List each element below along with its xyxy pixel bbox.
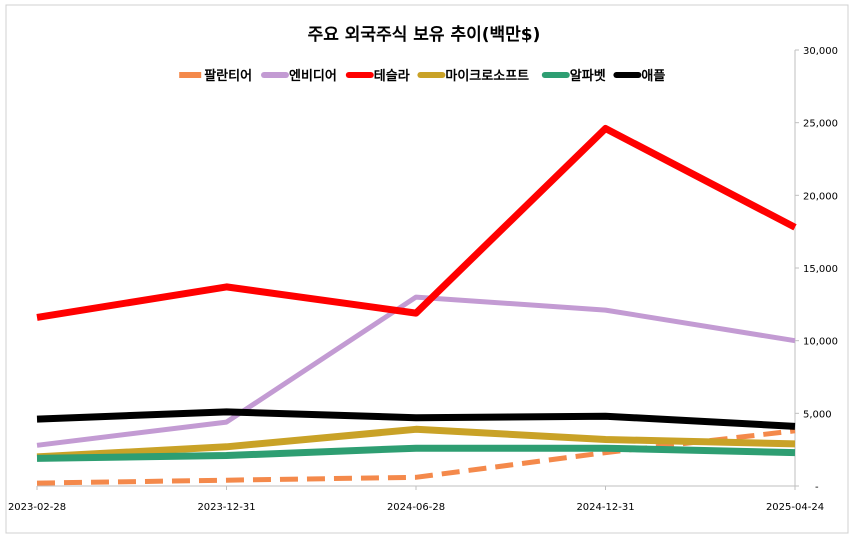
series-line-마이크로소프트: [36, 425, 796, 461]
series-line-애플: [36, 408, 796, 430]
y-tick-label: 10,000: [803, 337, 838, 348]
y-tick-label: 30,000: [803, 46, 838, 57]
y-tick-label: 5,000: [803, 409, 832, 420]
y-tick-label: 25,000: [803, 119, 838, 130]
legend-item: 테슬라: [345, 68, 410, 84]
axes: - 5,000 10,000 15,000 20,000 25,000 30,000 2023…: [8, 46, 838, 513]
series-layer: [36, 125, 797, 486]
legend-item: 엔비디어: [261, 68, 337, 84]
legend-label: 애플: [641, 68, 665, 84]
legend-label: 마이크로소프트: [445, 68, 529, 84]
legend-item: 팔란티어: [179, 68, 252, 84]
x-tick-label: 2025-04-24: [766, 502, 824, 513]
legend-item: 알파벳: [541, 69, 606, 84]
legend-label: 테슬라: [374, 68, 410, 84]
x-tick-label: 2023-12-31: [197, 502, 255, 513]
legend-label: 엔비디어: [289, 68, 337, 84]
series-line-팔란티어: [36, 428, 796, 486]
chart-title: 주요 외국주식 보유 추이(백만$): [308, 25, 541, 45]
legend-item: 애플: [613, 68, 665, 84]
legend: 팔란티어 엔비디어 테슬라 마이크로소프트 알파벳 애플: [179, 68, 665, 84]
series-line-알파벳: [36, 444, 796, 462]
x-tick-label: 2023-02-28: [8, 502, 66, 513]
y-tick-label: 15,000: [803, 264, 838, 275]
series-line-엔비디어: [36, 294, 796, 448]
y-tick-label: -: [815, 482, 819, 493]
x-tick-label: 2024-12-31: [576, 502, 634, 513]
legend-item: 마이크로소프트: [417, 68, 529, 84]
legend-label: 알파벳: [570, 69, 606, 84]
legend-label: 팔란티어: [204, 68, 252, 84]
series-line-테슬라: [36, 125, 797, 321]
x-tick-label: 2024-06-28: [387, 502, 445, 513]
y-tick-label: 20,000: [803, 191, 838, 202]
chart-border: [5, 4, 849, 534]
